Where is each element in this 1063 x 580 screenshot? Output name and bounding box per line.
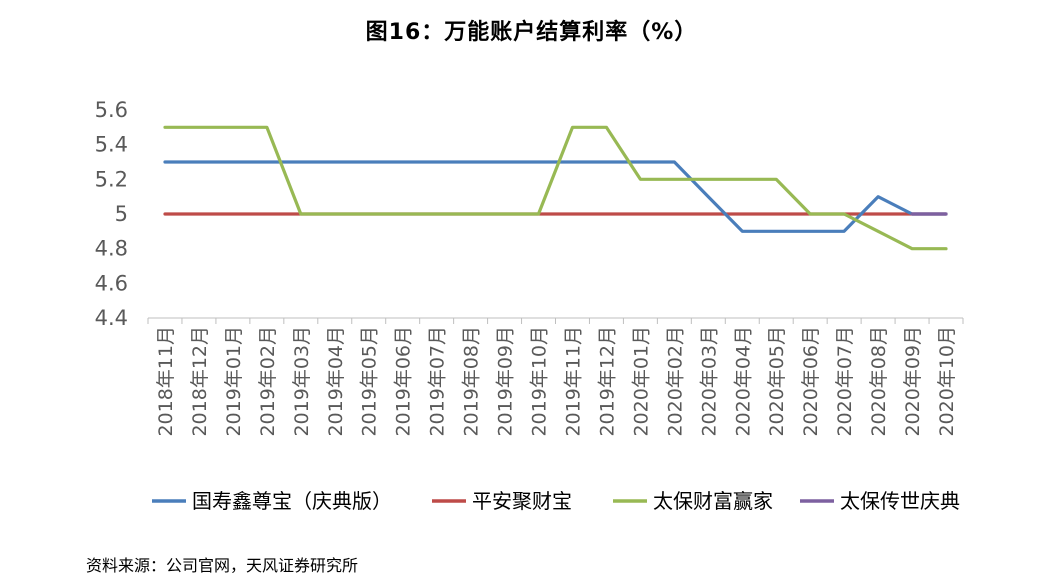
x-tick-label: 2020年03月: [698, 326, 720, 437]
x-tick-label: 2019年02月: [257, 326, 279, 437]
x-tick-label: 2020年06月: [800, 326, 822, 437]
x-tick-label: 2018年12月: [189, 326, 211, 437]
legend-label: 太保财富赢家: [653, 489, 773, 513]
legend-label: 平安聚财宝: [472, 489, 572, 513]
legend-label: 太保传世庆典: [840, 489, 960, 513]
source-note: 资料来源：公司官网，天风证券研究所: [86, 556, 359, 575]
x-tick-label: 2019年05月: [359, 326, 381, 437]
series-layer: [163, 125, 948, 251]
y-tick-label: 4.6: [95, 271, 128, 295]
x-tick-label: 2019年01月: [223, 326, 245, 437]
x-tick-label: 2019年04月: [325, 326, 347, 437]
x-tick-label: 2020年09月: [902, 326, 924, 437]
x-tick-label: 2020年05月: [766, 326, 788, 437]
x-tick-label: 2018年11月: [155, 326, 177, 437]
x-axis: 2018年11月 2018年12月 2019年01月 2019年02月 2019年03月…: [147, 317, 964, 437]
legend-label: 国寿鑫尊宝（庆典版）: [192, 489, 392, 513]
legend: 国寿鑫尊宝（庆典版） 平安聚财宝 太保财富赢家 太保传世庆典: [152, 489, 960, 513]
series-line-0: [163, 160, 948, 233]
x-tick-label: 2019年03月: [291, 326, 313, 437]
x-tick-label: 2019年07月: [427, 326, 449, 437]
x-tick-label: 2020年02月: [664, 326, 686, 437]
y-tick-label: 5.4: [95, 133, 128, 157]
x-tick-label: 2019年10月: [529, 326, 551, 437]
y-tick-label: 4.8: [95, 237, 128, 261]
x-tick-label: 2020年01月: [630, 326, 652, 437]
x-tick-label: 2019年08月: [461, 326, 483, 437]
x-tick-label: 2019年11月: [562, 326, 584, 437]
x-tick-label: 2020年07月: [834, 326, 856, 437]
x-tick-label: 2019年12月: [596, 326, 618, 437]
y-tick-label: 5.2: [95, 167, 128, 191]
y-tick-label: 5: [115, 202, 128, 226]
line-chart: 5.6 5.4 5.2 5 4.8 4.6 4.4 2018年11月 2018年12月 2019…: [95, 98, 964, 513]
y-axis: 5.6 5.4 5.2 5 4.8 4.6 4.4: [95, 98, 128, 330]
x-tick-label: 2020年10月: [936, 326, 958, 437]
y-tick-label: 4.4: [95, 306, 128, 330]
chart-title: 图16：万能账户结算利率（%）: [365, 20, 698, 45]
series-line-2: [163, 125, 948, 251]
x-tick-label: 2019年06月: [393, 326, 415, 437]
y-tick-label: 5.6: [95, 98, 128, 122]
x-tick-label: 2019年09月: [495, 326, 517, 437]
x-tick-label: 2020年08月: [868, 326, 890, 437]
x-tick-label: 2020年04月: [732, 326, 754, 437]
